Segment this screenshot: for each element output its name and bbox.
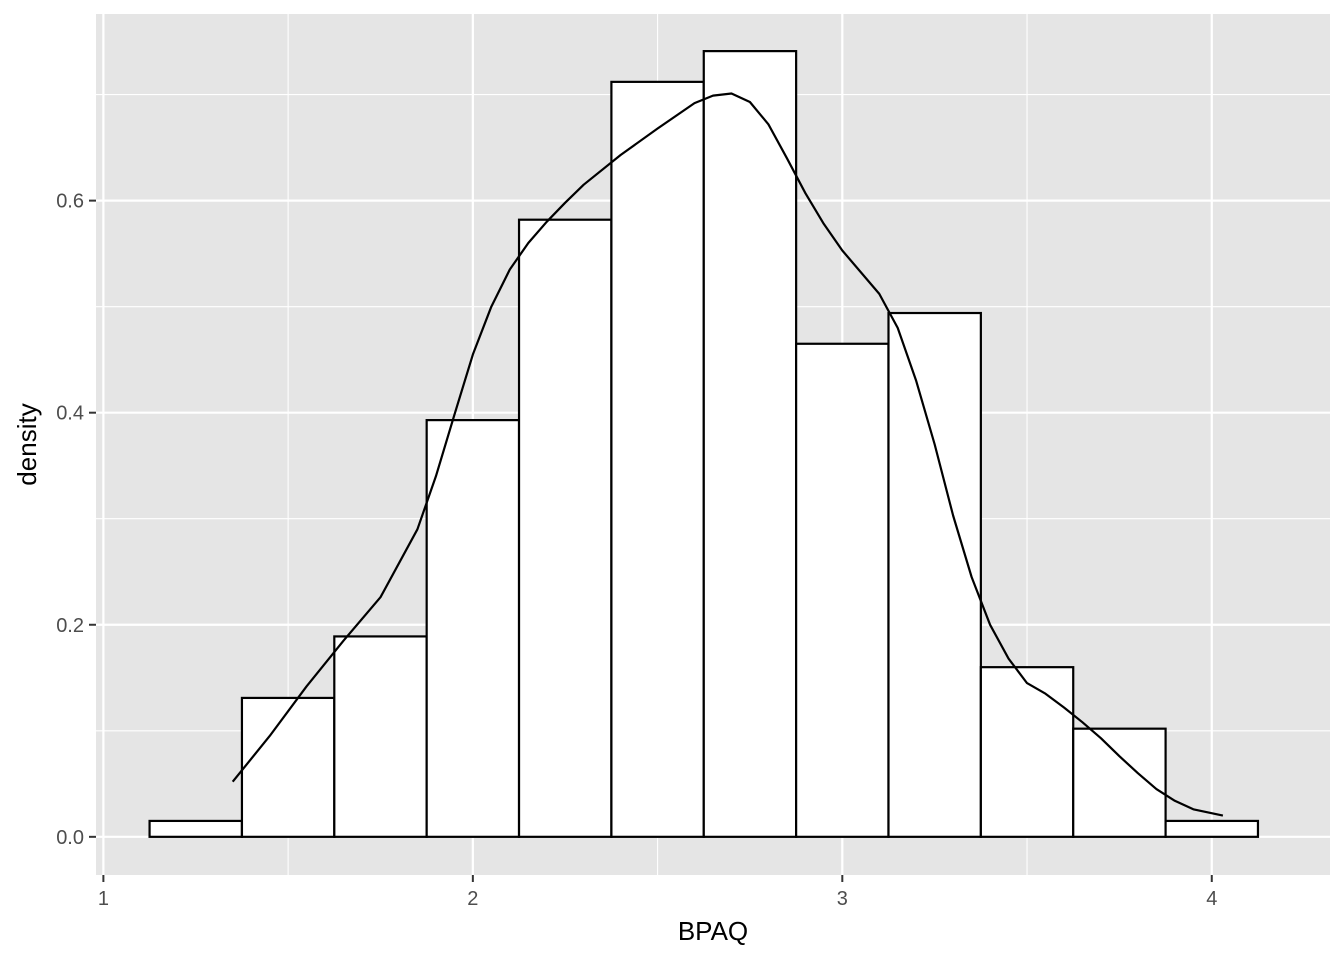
histogram-bar — [1164, 819, 1260, 838]
y-tick-label: 0.2 — [56, 615, 84, 637]
density-curve — [231, 92, 1224, 817]
y-tick-label: 0.4 — [56, 403, 84, 425]
histogram-bar — [148, 819, 244, 838]
y-axis-title: density — [12, 403, 42, 485]
histogram-bar — [1072, 727, 1167, 838]
histogram-bar — [425, 419, 521, 838]
histogram-bar — [795, 342, 890, 838]
x-tick-label: 3 — [837, 888, 848, 910]
histogram-bar — [240, 696, 336, 838]
histogram-bar — [979, 666, 1075, 838]
x-tick-label: 1 — [98, 888, 109, 910]
y-tick-label: 0.0 — [56, 827, 84, 849]
histogram-bar — [887, 311, 982, 838]
histogram-bar — [333, 635, 428, 838]
axis-ticks — [89, 199, 1213, 882]
histogram-bar — [517, 218, 613, 838]
density-curve-group — [231, 92, 1224, 817]
x-axis-title: BPAQ — [678, 916, 748, 946]
histogram-bars — [148, 50, 1260, 838]
histogram-bar — [610, 80, 705, 838]
x-tick-label: 2 — [467, 888, 478, 910]
axis-tick-labels: 1 2 3 4 0.0 0.2 0.4 0.6 — [56, 191, 1217, 910]
histogram-bar — [702, 50, 798, 838]
y-tick-label: 0.6 — [56, 191, 84, 213]
x-tick-label: 4 — [1206, 888, 1217, 910]
